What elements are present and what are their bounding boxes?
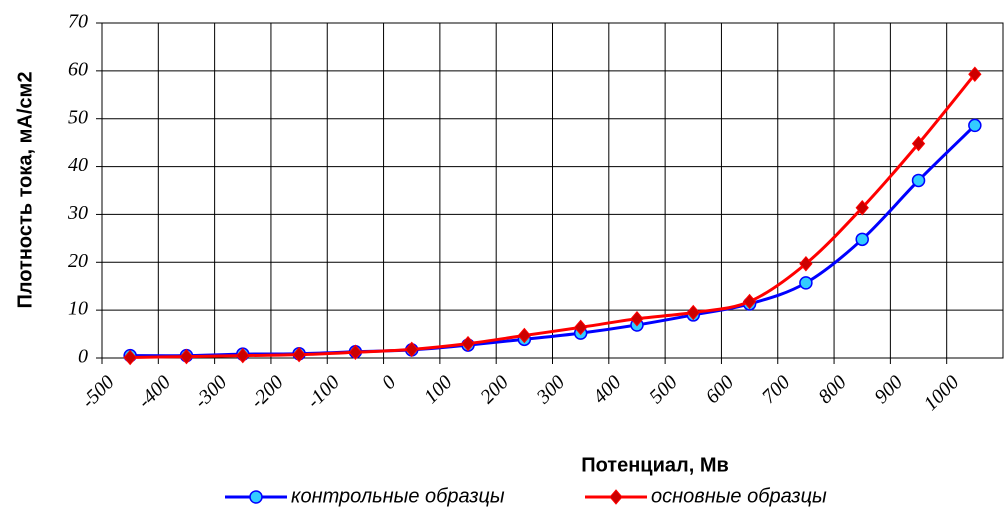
- x-tick-label: 800: [814, 371, 851, 408]
- y-axis-label: Плотность тока, мА/см2: [14, 72, 36, 309]
- data-point: [517, 327, 532, 344]
- data-point: [855, 232, 869, 247]
- x-tick-label: 400: [589, 371, 626, 408]
- data-point: [686, 304, 700, 321]
- series-line: [130, 73, 977, 360]
- legend-marker: [249, 490, 263, 504]
- x-tick-label: 300: [532, 371, 569, 408]
- x-tick-label: -500: [77, 371, 118, 412]
- y-tick-label: 60: [68, 58, 88, 80]
- legend-label: контрольные образцы: [291, 485, 505, 507]
- x-tick-label: 0: [378, 371, 401, 394]
- x-tick-label: -400: [134, 371, 175, 412]
- legend-marker: [609, 489, 623, 505]
- data-point: [461, 335, 475, 352]
- data-point: [292, 346, 306, 363]
- x-tick-label: -200: [246, 371, 287, 412]
- data-point: [348, 344, 363, 361]
- data-point: [573, 319, 588, 336]
- legend-label: основные образцы: [651, 485, 827, 507]
- y-tick-label: 20: [68, 250, 88, 272]
- y-tick-label: 30: [67, 202, 88, 224]
- y-tick-label: 70: [68, 11, 88, 33]
- data-point: [799, 255, 813, 272]
- x-tick-label: 200: [476, 371, 513, 408]
- y-tick-label: 40: [68, 154, 88, 176]
- data-point: [742, 293, 757, 310]
- y-tick-label: 0: [78, 346, 88, 368]
- data-point: [911, 173, 926, 188]
- x-tick-label: -300: [190, 371, 231, 412]
- data-point: [968, 118, 982, 133]
- data-point: [911, 135, 926, 152]
- y-tick-label: 50: [68, 106, 88, 128]
- x-tick-label: 100: [420, 371, 457, 408]
- data-point: [799, 276, 813, 290]
- data-point: [630, 310, 644, 327]
- x-axis-label: Потенциал, Мв: [581, 454, 729, 476]
- x-tick-label: 1000: [920, 371, 964, 415]
- x-tick-label: 700: [758, 371, 795, 408]
- x-tick-label: -100: [303, 371, 344, 412]
- x-tick-label: 900: [870, 371, 907, 408]
- data-point: [405, 341, 419, 358]
- y-tick-label: 10: [68, 298, 88, 320]
- data-point: [968, 66, 982, 82]
- data-point: [179, 348, 194, 365]
- x-tick-label: 500: [645, 371, 682, 408]
- data-point: [236, 347, 250, 364]
- data-point: [123, 349, 137, 366]
- x-tick-label: 600: [701, 371, 738, 408]
- data-point: [855, 199, 869, 216]
